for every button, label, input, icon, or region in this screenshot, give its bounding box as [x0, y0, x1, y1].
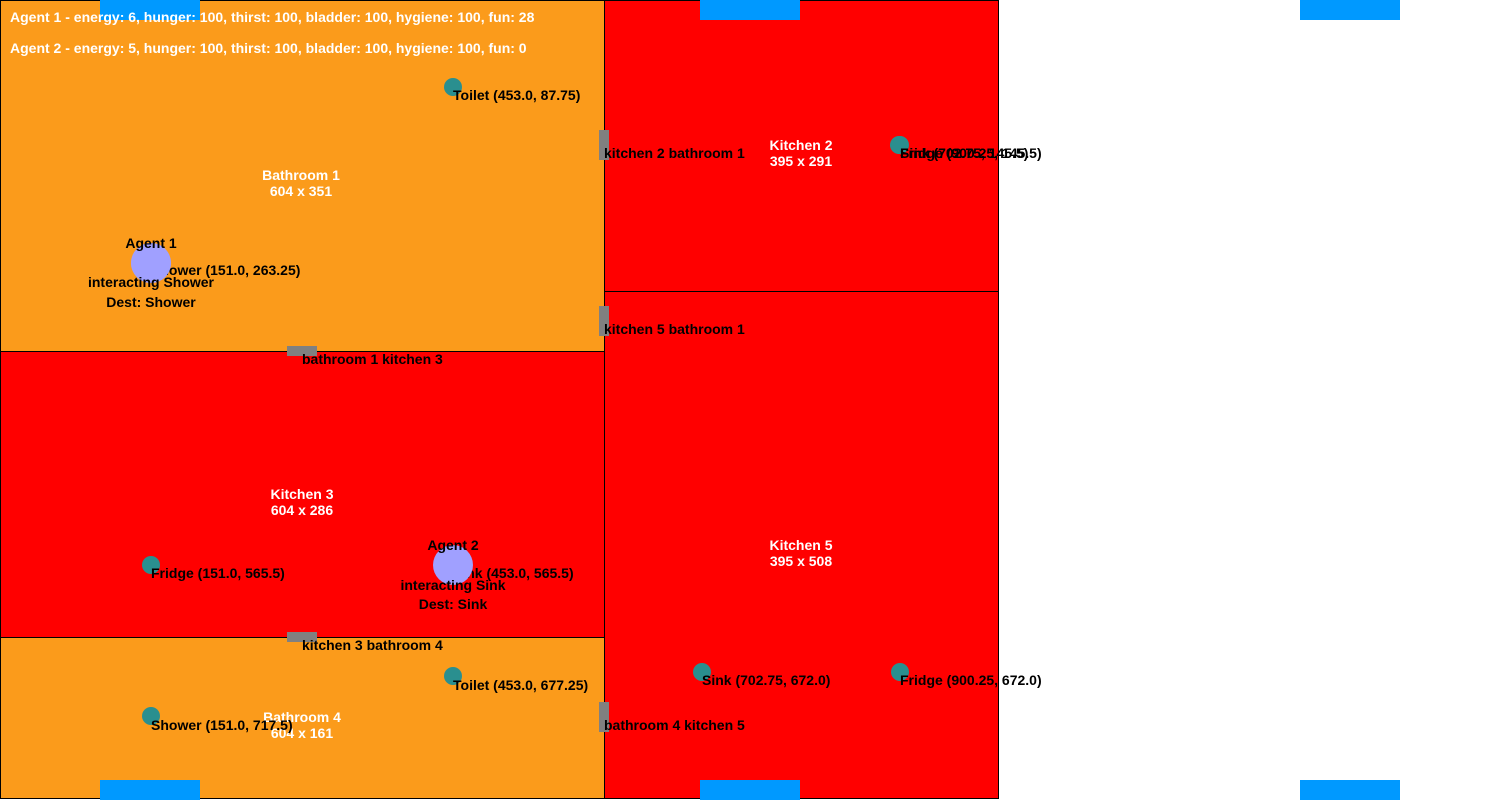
agent-1-status: Agent 1 - energy: 6, hunger: 100, thirst… — [10, 9, 535, 25]
agent-2-status: Agent 2 - energy: 5, hunger: 100, thirst… — [10, 40, 527, 56]
window — [700, 780, 800, 800]
door-bathroom-4-kitchen-5[interactable] — [599, 702, 609, 732]
agent-1-marker — [131, 243, 171, 283]
fridge-icon[interactable] — [891, 663, 909, 681]
door-kitchen-5-bathroom-1[interactable] — [599, 306, 609, 336]
object-label: Fridge (151.0, 565.5) — [151, 565, 285, 581]
shower-icon[interactable] — [142, 707, 160, 725]
fridge-icon[interactable] — [142, 556, 160, 574]
agent-1-name: Agent 1 — [125, 235, 177, 251]
toilet-icon[interactable] — [444, 78, 462, 96]
room-bathroom-1 — [0, 0, 605, 352]
window — [100, 780, 200, 800]
room-bathroom-4 — [0, 637, 605, 799]
room-size: 604 x 286 — [270, 502, 334, 518]
door-kitchen-3-bathroom-4[interactable] — [287, 632, 317, 642]
room-name: Kitchen 3 — [270, 486, 334, 502]
object-label: Fridge (900.25, 145.5) — [900, 145, 1042, 161]
object-label: Shower (151.0, 717.5) — [151, 717, 293, 733]
room-label-bathroom-4: Bathroom 4 604 x 161 — [202, 709, 402, 741]
object-label: Fridge (900.25, 672.0) — [900, 672, 1042, 688]
door-label: kitchen 2 bathroom 1 — [604, 145, 745, 161]
room-label-kitchen-3: Kitchen 3 604 x 286 — [202, 486, 402, 518]
door-label: kitchen 3 bathroom 4 — [302, 637, 443, 653]
object-label: Shower (151.0, 263.25) — [151, 262, 301, 278]
room-size: 395 x 291 — [769, 153, 833, 169]
agent-2-action: interacting Sink — [400, 577, 506, 593]
toilet-icon[interactable] — [444, 667, 462, 685]
window — [1300, 780, 1400, 800]
room-name: Kitchen 5 — [769, 537, 833, 553]
door-label: bathroom 1 kitchen 3 — [302, 351, 443, 367]
room-kitchen-5 — [604, 291, 999, 799]
sink-icon[interactable] — [693, 663, 711, 681]
room-kitchen-3 — [0, 351, 605, 638]
window — [700, 0, 800, 20]
room-name: Bathroom 1 — [262, 167, 340, 183]
object-label: Toilet (453.0, 677.25) — [453, 677, 589, 693]
room-label-kitchen-2: Kitchen 2 395 x 291 — [701, 137, 901, 169]
agent-2-name: Agent 2 — [427, 537, 479, 553]
room-size: 395 x 508 — [769, 553, 833, 569]
fridge-icon[interactable] — [891, 136, 909, 154]
object-label: Sink (453.0, 565.5) — [453, 565, 574, 581]
agent-1-destination: Dest: Shower — [106, 294, 196, 310]
object-label: Sink (702.75, 672.0) — [702, 672, 831, 688]
object-label: Sink (702.75, 145.5) — [900, 145, 1029, 161]
room-label-kitchen-5: Kitchen 5 395 x 508 — [701, 537, 901, 569]
room-size: 604 x 351 — [269, 183, 333, 199]
door-kitchen-2-bathroom-1[interactable] — [599, 130, 609, 160]
room-name: Bathroom 4 — [263, 709, 341, 725]
room-label-bathroom-1: Bathroom 1 604 x 351 — [201, 167, 401, 199]
agent-2[interactable] — [433, 545, 473, 585]
agent-1-action: interacting Shower — [87, 274, 215, 290]
door-bathroom-1-kitchen-3[interactable] — [287, 346, 317, 356]
room-kitchen-2 — [604, 0, 999, 292]
door-label: kitchen 5 bathroom 1 — [604, 321, 745, 337]
room-name: Kitchen 2 — [769, 137, 833, 153]
agent-2-destination: Dest: Sink — [418, 596, 488, 612]
door-label: bathroom 4 kitchen 5 — [604, 717, 745, 733]
window — [1300, 0, 1400, 20]
room-size: 604 x 161 — [270, 725, 334, 741]
object-label: Toilet (453.0, 87.75) — [453, 87, 581, 103]
window — [100, 0, 200, 20]
